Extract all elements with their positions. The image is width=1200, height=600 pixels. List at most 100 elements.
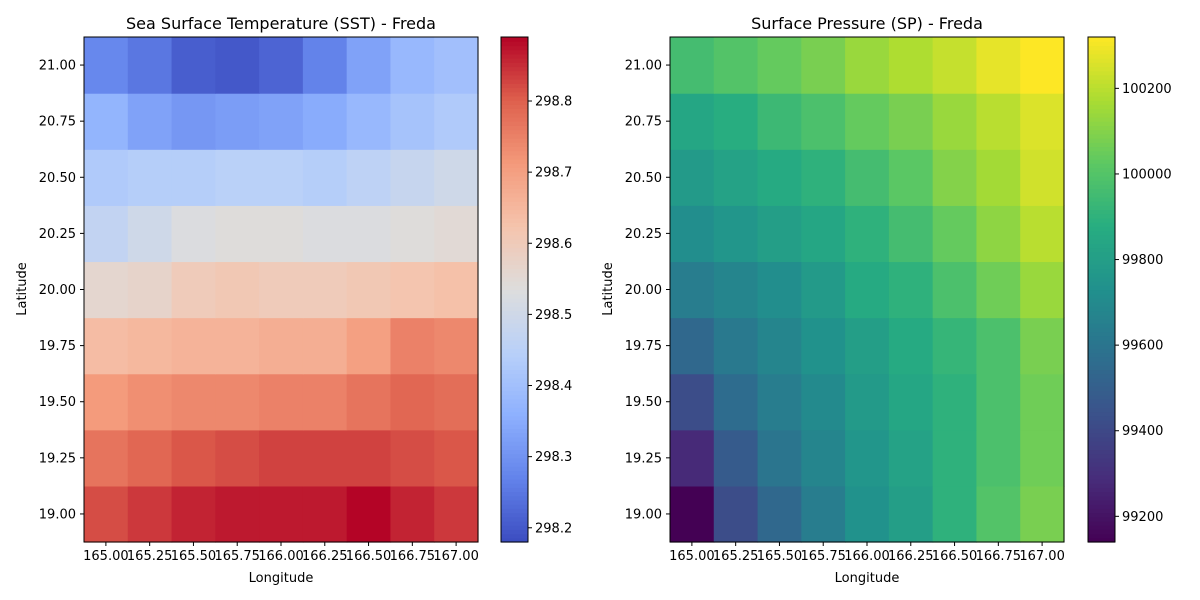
heatmap-cell: [757, 261, 802, 319]
colorbar-segment: [501, 209, 528, 215]
y-tick-label: 19.25: [39, 451, 76, 466]
heatmap-cell: [171, 149, 216, 206]
colorbar-segment: [1088, 508, 1115, 514]
heatmap-cell: [976, 93, 1021, 150]
colorbar-segment: [1088, 213, 1115, 219]
colorbar-segment: [501, 424, 528, 429]
colorbar-frame: [500, 36, 529, 543]
colorbar-segment: [501, 196, 528, 202]
colorbar-segment: [501, 361, 528, 366]
heatmap-cell: [1020, 261, 1065, 319]
heatmap-cell: [845, 37, 890, 94]
colorbar-segment: [1088, 302, 1115, 307]
heatmap-cell: [434, 261, 479, 319]
heatmap-cell: [434, 149, 479, 206]
colorbar-segment: [1088, 495, 1115, 501]
colorbar-segment: [1088, 331, 1115, 337]
y-tick-label: 20.50: [625, 171, 662, 186]
sp-heatmap: [670, 37, 1065, 543]
heatmap-cell: [801, 205, 846, 263]
y-tick-label: 19.50: [39, 395, 76, 410]
heatmap-cell: [888, 485, 934, 543]
heatmap-cell: [259, 429, 304, 487]
heatmap-cell: [390, 37, 435, 94]
colorbar-segment: [501, 352, 528, 358]
colorbar-tick-label: 100000: [1122, 167, 1172, 182]
colorbar-segment: [1088, 91, 1115, 97]
colorbar-segment: [501, 466, 528, 472]
colorbar-segment: [501, 520, 528, 526]
heatmap-cell: [1020, 373, 1065, 431]
colorbar-segment: [1088, 483, 1115, 488]
colorbar-segment: [1088, 121, 1115, 126]
colorbar-segment: [1088, 108, 1115, 114]
colorbar-tick-label: 298.3: [535, 450, 572, 465]
sst-panel: Sea Surface Temperature (SST) - Freda 16…: [15, 14, 572, 586]
colorbar-segment: [501, 331, 528, 337]
colorbar-segment: [501, 289, 528, 295]
heatmap-cell: [346, 373, 392, 431]
heatmap-cell: [845, 485, 890, 543]
colorbar-segment: [1088, 37, 1115, 42]
colorbar-segment: [501, 255, 528, 261]
heatmap-cell: [976, 485, 1021, 543]
colorbar-segment: [1088, 234, 1115, 240]
y-tick-label: 20.25: [39, 227, 76, 242]
colorbar-segment: [501, 491, 528, 497]
heatmap-cell: [845, 317, 890, 375]
heatmap-cell: [127, 485, 173, 543]
colorbar-segment: [501, 499, 528, 505]
colorbar-segment: [501, 184, 528, 190]
heatmap-cell: [84, 261, 129, 319]
colorbar-segment: [1088, 45, 1115, 51]
heatmap-cell: [670, 149, 715, 206]
colorbar-segment: [1088, 525, 1115, 530]
heatmap-cell: [259, 485, 304, 543]
heatmap-cell: [84, 317, 129, 375]
heatmap-cell: [801, 261, 846, 319]
heatmap-cell: [346, 317, 392, 375]
heatmap-cell: [346, 93, 392, 150]
heatmap-cell: [757, 485, 802, 543]
colorbar-segment: [501, 403, 528, 408]
colorbar-segment: [501, 495, 528, 501]
heatmap-cell: [713, 149, 759, 206]
colorbar-segment: [501, 369, 528, 375]
colorbar-segment: [1088, 445, 1115, 451]
colorbar-segment: [1088, 154, 1115, 160]
colorbar-segment: [1088, 474, 1115, 480]
colorbar-segment: [501, 390, 528, 396]
heatmap-cell: [434, 37, 479, 94]
colorbar-segment: [501, 146, 528, 152]
heatmap-cell: [84, 37, 129, 94]
x-tick-label: 166.50: [346, 549, 392, 564]
heatmap-cell: [845, 149, 890, 206]
colorbar-segment: [1088, 243, 1115, 249]
heatmap-cell: [215, 485, 260, 543]
heatmap-cell: [127, 149, 173, 206]
heatmap-cell: [434, 373, 479, 431]
x-tick-label: 166.75: [976, 549, 1022, 564]
colorbar-tick-label: 298.7: [535, 166, 572, 181]
colorbar-segment: [1088, 79, 1115, 84]
colorbar-segment: [501, 398, 528, 404]
heatmap-cell: [390, 93, 435, 150]
colorbar-segment: [1088, 470, 1115, 476]
heatmap-cell: [346, 37, 392, 94]
colorbar-segment: [1088, 407, 1115, 413]
colorbar-segment: [1088, 504, 1115, 509]
heatmap-cell: [757, 429, 802, 487]
heatmap-cell: [171, 429, 216, 487]
y-tick-label: 20.00: [625, 283, 662, 298]
heatmap-cell: [932, 93, 978, 150]
colorbar-segment: [1088, 70, 1115, 76]
colorbar-segment: [1088, 352, 1115, 358]
colorbar-segment: [1088, 217, 1115, 223]
colorbar-segment: [1088, 365, 1115, 371]
heatmap-cell: [976, 429, 1021, 487]
heatmap-cell: [932, 149, 978, 206]
heatmap-cell: [215, 149, 260, 206]
colorbar-segment: [501, 478, 528, 484]
heatmap-cell: [845, 93, 890, 150]
colorbar-segment: [1088, 297, 1115, 303]
